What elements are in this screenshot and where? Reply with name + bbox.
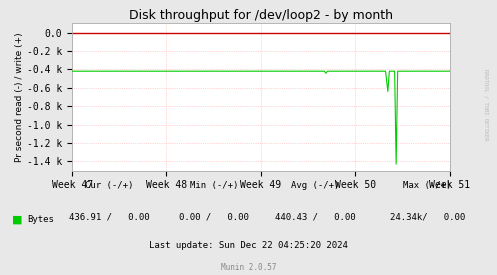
Text: Avg (-/+): Avg (-/+): [291, 182, 340, 190]
Y-axis label: Pr second read (-) / write (+): Pr second read (-) / write (+): [15, 32, 24, 162]
Text: Bytes: Bytes: [27, 216, 54, 224]
Text: Last update: Sun Dec 22 04:25:20 2024: Last update: Sun Dec 22 04:25:20 2024: [149, 241, 348, 249]
Text: ■: ■: [12, 215, 23, 225]
Text: 24.34k/   0.00: 24.34k/ 0.00: [390, 213, 465, 222]
Title: Disk throughput for /dev/loop2 - by month: Disk throughput for /dev/loop2 - by mont…: [129, 9, 393, 22]
Text: Munin 2.0.57: Munin 2.0.57: [221, 263, 276, 271]
Text: 440.43 /   0.00: 440.43 / 0.00: [275, 213, 356, 222]
Text: RRDTOOL / TOBI OETIKER: RRDTOOL / TOBI OETIKER: [483, 69, 488, 140]
Text: Max (-/+): Max (-/+): [403, 182, 452, 190]
Text: 0.00 /   0.00: 0.00 / 0.00: [179, 213, 248, 222]
Text: 436.91 /   0.00: 436.91 / 0.00: [69, 213, 150, 222]
Text: Min (-/+): Min (-/+): [189, 182, 238, 190]
Text: Cur (-/+): Cur (-/+): [85, 182, 134, 190]
